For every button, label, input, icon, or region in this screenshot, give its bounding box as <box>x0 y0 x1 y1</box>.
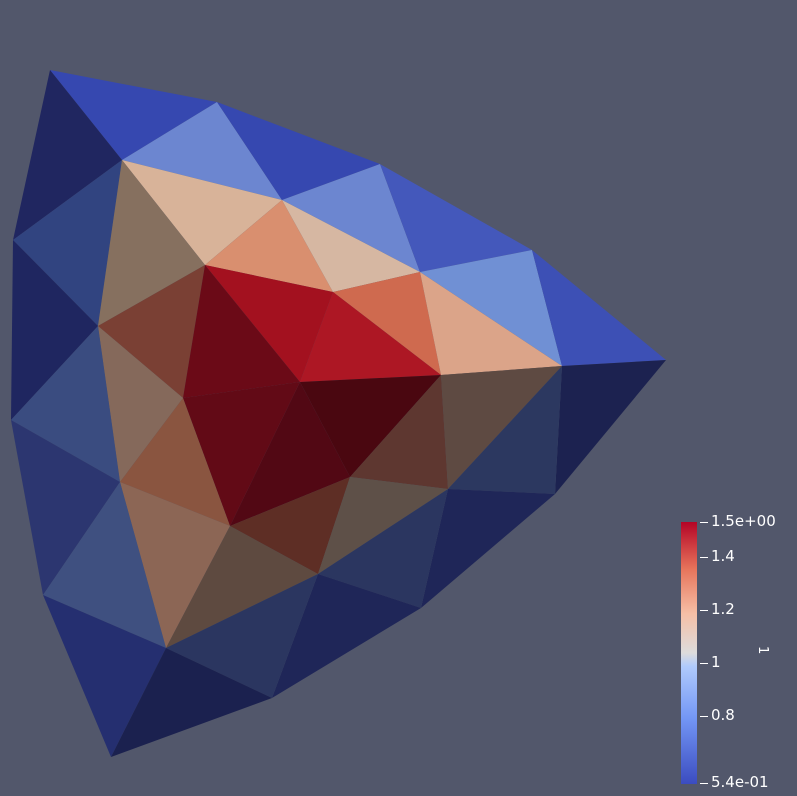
mesh-cell <box>380 164 532 272</box>
mesh-cell <box>11 326 120 482</box>
mesh-cell <box>122 102 282 200</box>
mesh-cell <box>166 526 318 648</box>
colorbar-tick-min: 5.4e-01 <box>700 773 769 791</box>
mesh-cell <box>183 265 300 398</box>
colorbar-tick: 1.4 <box>700 547 735 565</box>
mesh-cell <box>111 648 272 757</box>
colorbar-gradient <box>681 522 697 784</box>
triangulated-mesh <box>11 70 666 757</box>
colorbar-tick: 0.8 <box>700 706 735 724</box>
mesh-cell <box>217 102 380 200</box>
mesh-cell <box>122 160 282 265</box>
colorbar-tick-max: 1.5e+00 <box>700 512 776 530</box>
mesh-cell <box>230 477 350 574</box>
mesh-cell <box>50 70 217 160</box>
mesh-cell <box>441 366 562 489</box>
mesh-cell <box>183 382 300 526</box>
mesh-cell <box>300 375 441 477</box>
mesh-cell <box>13 160 122 326</box>
mesh-cell <box>420 272 562 375</box>
mesh-cell <box>120 398 230 526</box>
mesh-cell <box>43 595 166 757</box>
mesh-cell <box>98 326 183 482</box>
colorbar-tick: 1 <box>700 653 721 671</box>
mesh-cell <box>43 482 166 648</box>
mesh-cell <box>282 200 420 292</box>
mesh-cell <box>318 477 448 574</box>
mesh-cell <box>120 482 230 648</box>
mesh-cell <box>11 420 120 595</box>
colorbar-tick: 1.2 <box>700 600 735 618</box>
mesh-cell <box>282 164 420 272</box>
mesh-cell <box>300 292 441 382</box>
mesh-cell <box>205 265 333 382</box>
mesh-cell <box>555 360 666 494</box>
mesh-cell <box>230 382 350 526</box>
mesh-cell <box>166 574 318 698</box>
mesh-cell <box>13 70 122 240</box>
mesh-cell <box>350 375 448 489</box>
colorbar-title: 1 <box>755 646 770 655</box>
mesh-cell <box>420 250 562 366</box>
mesh-cell <box>532 250 666 366</box>
mesh-cell <box>11 240 98 420</box>
mesh-cell <box>448 366 562 494</box>
mesh-cell <box>98 160 205 326</box>
mesh-cell <box>98 265 205 398</box>
mesh-cell <box>205 200 333 292</box>
mesh-cell <box>272 574 421 698</box>
mesh-cell <box>421 489 555 608</box>
mesh-cell <box>318 489 448 608</box>
mesh-cell <box>333 272 441 375</box>
